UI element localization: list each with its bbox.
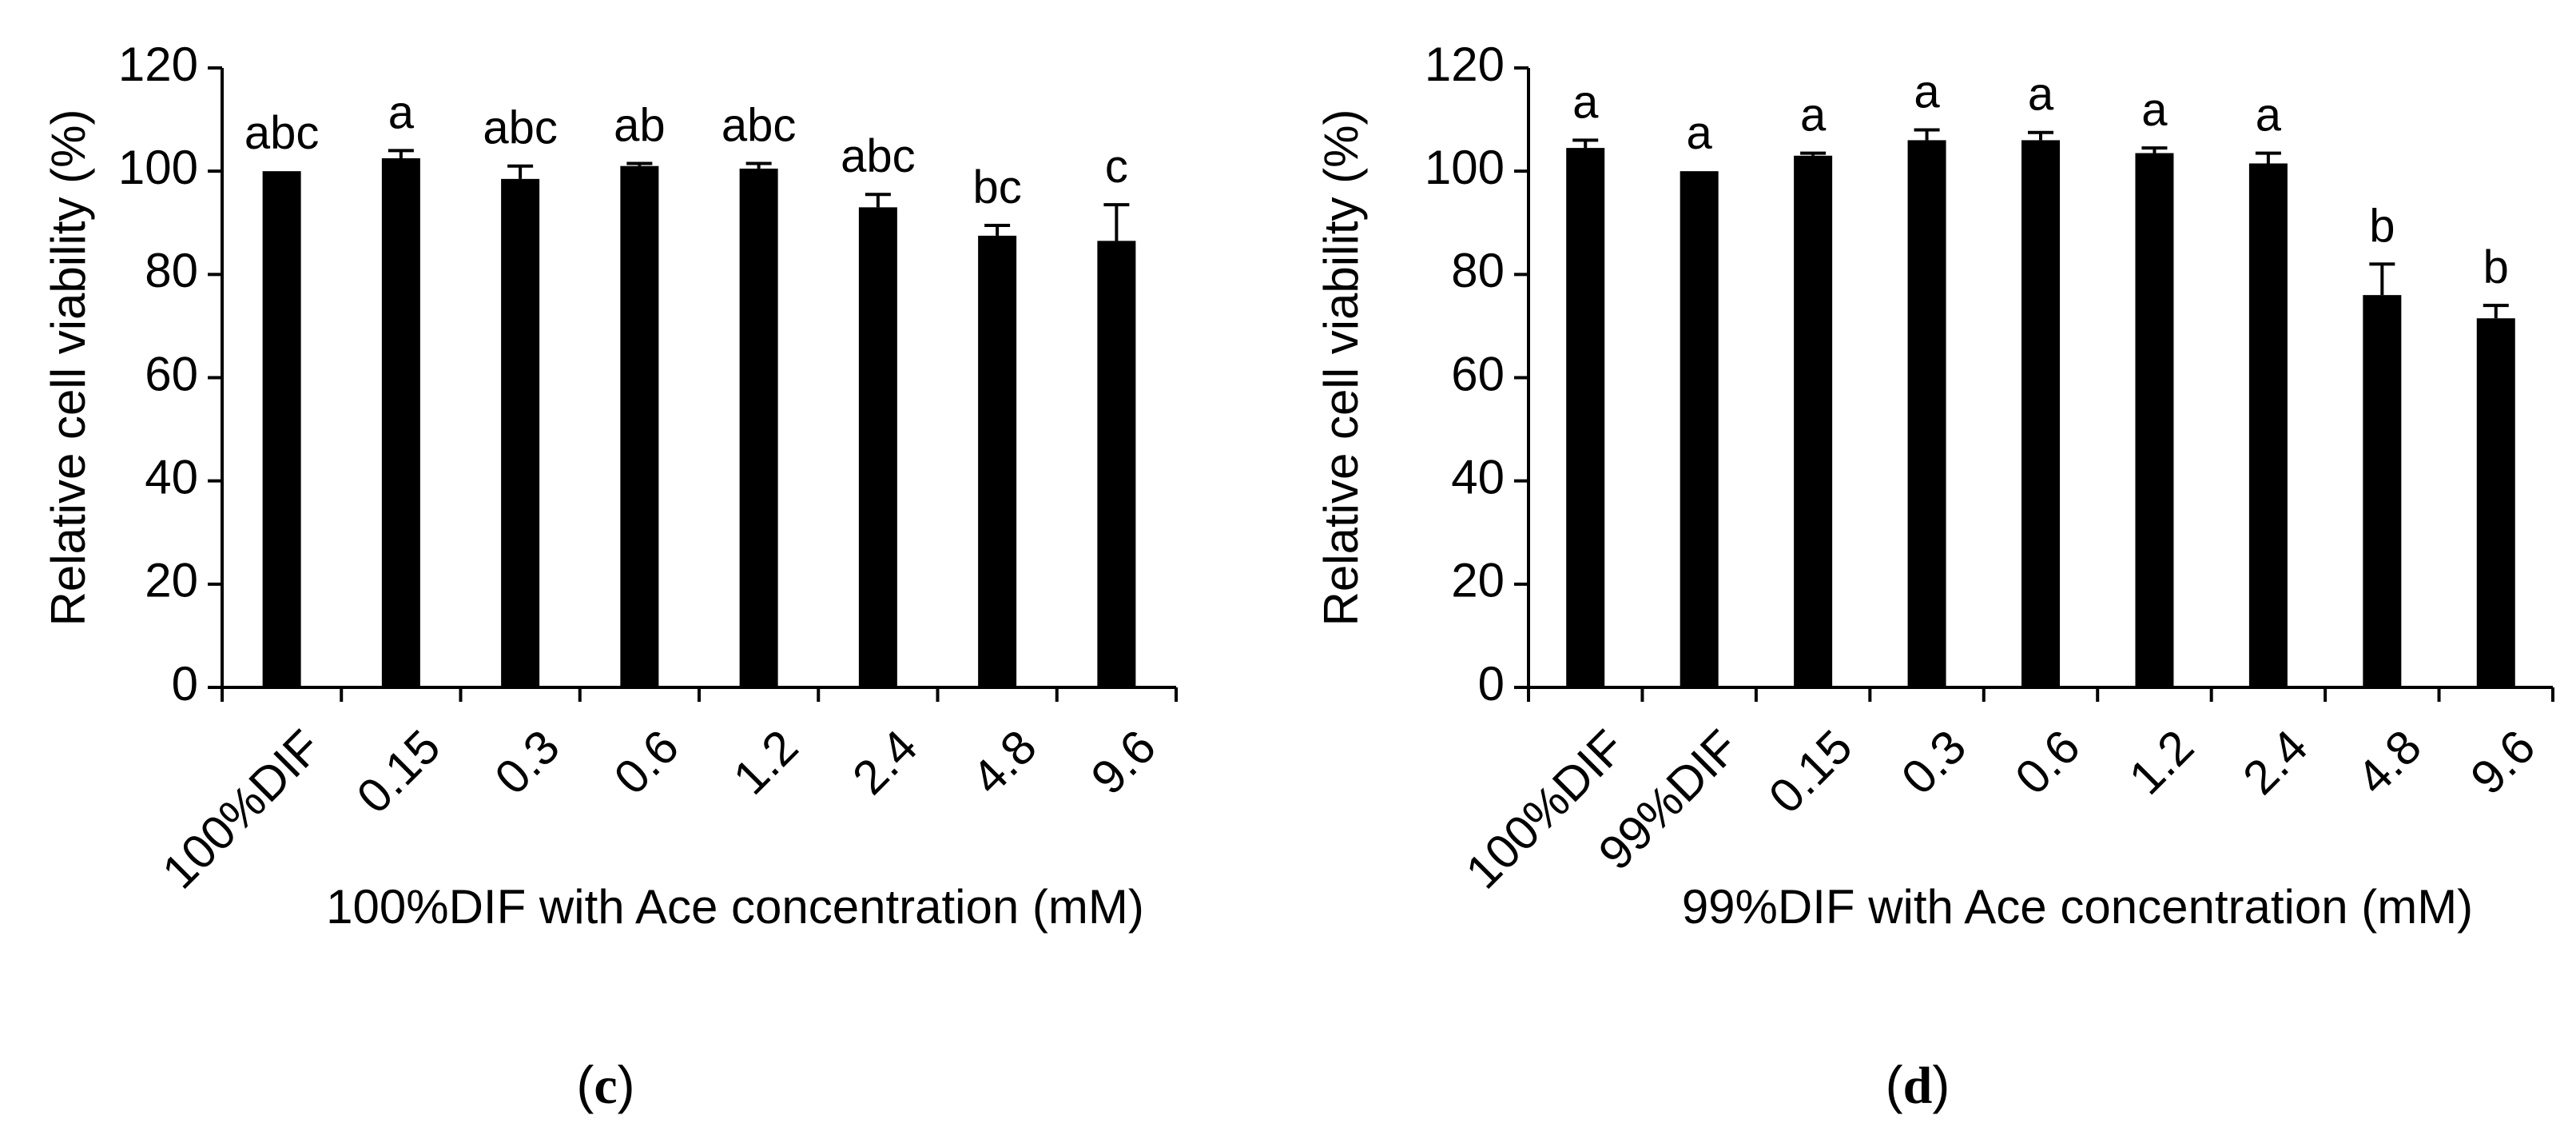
- y-tick-label: 120: [118, 38, 198, 91]
- y-tick-labels-layer: 0 20 40 60 80 100 120: [1425, 38, 1505, 711]
- bar: [262, 171, 301, 687]
- y-axis-label: Relative cell viability (%): [1314, 110, 1368, 627]
- bar: [620, 165, 659, 688]
- significance-letter: abc: [244, 107, 320, 159]
- significance-letter: a: [1914, 66, 1940, 118]
- bar: [2476, 318, 2515, 687]
- y-tick-label: 100: [118, 141, 198, 194]
- bar: [1907, 140, 1946, 687]
- axes-layer: [208, 66, 1178, 702]
- significance-letter: abc: [722, 99, 797, 151]
- y-axis-label: Relative cell viability (%): [42, 110, 95, 627]
- x-axis-label: 100%DIF with Ace concentration (mM): [326, 880, 1144, 934]
- y-axis-label-text: Relative cell viability (%): [1314, 110, 1368, 627]
- significance-letter: a: [1687, 107, 1713, 159]
- x-tick-label: 0.3: [485, 719, 570, 804]
- significance-letter: a: [388, 86, 415, 138]
- significance-letter: b: [2369, 200, 2395, 252]
- y-tick-label: 40: [145, 451, 198, 504]
- chart-panel-d: Relative cell viability (%) 99%DIF with …: [1314, 38, 2554, 1115]
- y-tick-label: 60: [1451, 347, 1505, 400]
- x-tick-label: 1.2: [723, 719, 808, 804]
- x-tick-label: 100%DIF: [152, 719, 331, 898]
- x-tick-label: 2.4: [2232, 719, 2317, 804]
- y-tick-label: 120: [1425, 38, 1505, 91]
- x-axis-label: 99%DIF with Ace concentration (mM): [1682, 880, 2473, 934]
- y-tick-label: 100: [1425, 141, 1505, 194]
- significance-letter: ab: [614, 99, 666, 151]
- bars-layer: [1566, 140, 2515, 687]
- significance-letter: a: [2141, 84, 2168, 136]
- y-axis-label-text: Relative cell viability (%): [42, 110, 95, 627]
- panel-label-c: (c): [576, 1055, 634, 1115]
- x-tick-label: 0.6: [2005, 719, 2089, 804]
- y-tick-labels-layer: 0 20 40 60 80 100 120: [118, 38, 198, 711]
- x-tick-label: 4.8: [2347, 719, 2431, 804]
- bar: [2021, 140, 2060, 687]
- error-bars-layer: [1572, 128, 2509, 319]
- error-bars-layer: [388, 149, 1130, 241]
- x-tick-label: 0.6: [604, 719, 689, 804]
- x-tick-label: 2.4: [842, 719, 927, 804]
- bar: [1680, 171, 1719, 687]
- y-tick-label: 40: [1451, 451, 1505, 504]
- bar: [2363, 295, 2402, 687]
- significance-letter: b: [2483, 241, 2509, 293]
- x-tick-label: 100%DIF: [1456, 719, 1635, 898]
- x-tick-label: 9.6: [1081, 719, 1166, 804]
- significance-letter: a: [1572, 76, 1599, 128]
- panel-letter-d: d: [1903, 1057, 1933, 1115]
- x-tick-label: 1.2: [2119, 719, 2204, 804]
- bar: [1097, 241, 1136, 688]
- significance-letter: c: [1105, 141, 1128, 193]
- x-tick-label: 0.15: [347, 719, 451, 823]
- bar: [2135, 153, 2174, 687]
- bar: [381, 158, 420, 688]
- y-tick-label: 80: [1451, 244, 1505, 297]
- bar: [978, 235, 1017, 687]
- bar: [739, 168, 778, 687]
- y-tick-label: 0: [1478, 657, 1505, 711]
- significance-letter: bc: [972, 161, 1021, 213]
- bar: [1794, 155, 1833, 687]
- x-tick-label: 0.3: [1891, 719, 1976, 804]
- panel-label-d: (d): [1886, 1055, 1950, 1115]
- significance-letter: abc: [841, 130, 916, 182]
- x-tick-label: 0.15: [1759, 719, 1862, 823]
- y-tick-label: 60: [145, 347, 198, 400]
- x-tick-labels-layer: 100%DIF 0.15 0.3 0.6 1.2 2.4 4.8 9.6: [152, 719, 1166, 898]
- bars-layer: [262, 158, 1136, 688]
- bar: [2248, 163, 2288, 687]
- y-tick-label: 80: [145, 244, 198, 297]
- significance-letter: abc: [483, 102, 558, 154]
- bar: [501, 178, 540, 687]
- significance-letter: a: [2028, 69, 2054, 121]
- chart-panel-c: Relative cell viability (%) 100%DIF with…: [42, 38, 1178, 1115]
- bar: [1566, 148, 1605, 687]
- x-tick-label: 4.8: [962, 719, 1047, 804]
- axes-layer: [1514, 66, 2554, 702]
- y-tick-label: 20: [145, 554, 198, 607]
- significance-letter: a: [2256, 90, 2282, 141]
- y-tick-label: 20: [1451, 554, 1505, 607]
- x-tick-label: 9.6: [2460, 719, 2545, 804]
- panel-letter-c: c: [594, 1057, 617, 1115]
- significance-letter: a: [1800, 90, 1827, 141]
- y-tick-label: 0: [172, 657, 198, 711]
- significance-letters-layer: a a a a a a a b b: [1572, 66, 2509, 294]
- bar: [858, 207, 897, 687]
